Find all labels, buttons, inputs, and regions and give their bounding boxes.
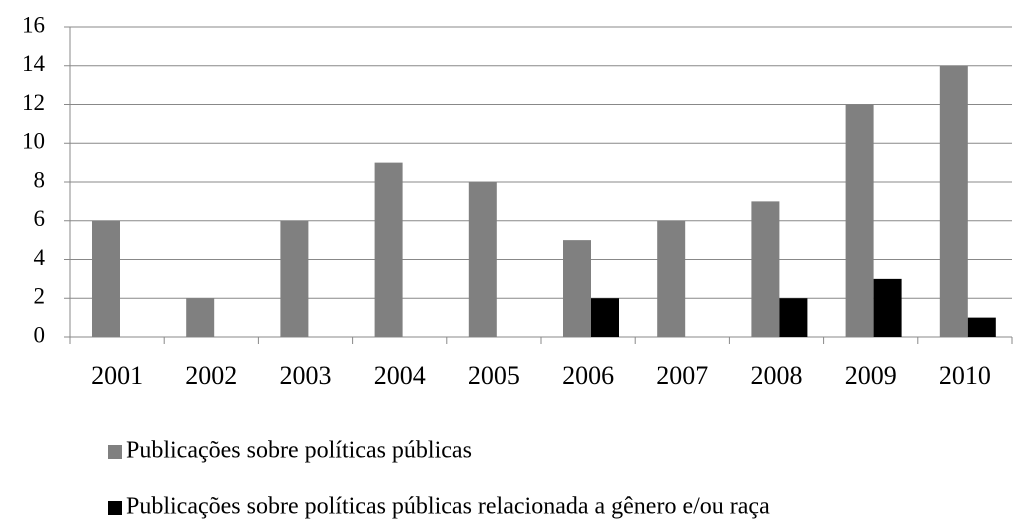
bar (591, 298, 619, 337)
legend-swatch (108, 501, 122, 515)
y-tick-label: 0 (34, 322, 46, 347)
bar (779, 298, 808, 337)
x-tick-label: 2005 (468, 361, 520, 390)
x-tick-label: 2007 (656, 361, 708, 390)
y-tick-label: 2 (34, 284, 46, 309)
bar (939, 65, 968, 337)
bar (186, 298, 215, 337)
bar (92, 220, 120, 337)
bar (657, 220, 686, 337)
legend-label: Publicações sobre políticas públicas rel… (126, 494, 770, 520)
y-tick-label: 16 (22, 12, 45, 37)
x-tick-label: 2004 (374, 361, 426, 390)
bar (845, 104, 874, 337)
x-tick-label: 2009 (845, 361, 897, 390)
y-tick-label: 8 (34, 167, 46, 192)
legend-label: Publicações sobre políticas públicas (126, 438, 472, 464)
x-tick-label: 2002 (185, 361, 237, 390)
y-tick-label: 6 (34, 206, 46, 231)
y-tick-label: 10 (22, 129, 45, 154)
x-tick-label: 2008 (751, 361, 803, 390)
y-tick-label: 14 (22, 51, 46, 76)
y-tick-label: 4 (34, 245, 46, 270)
bar (873, 278, 902, 337)
bar (563, 240, 591, 337)
legend-swatch (108, 445, 122, 459)
bar (374, 162, 403, 337)
x-tick-label: 2001 (91, 361, 143, 390)
y-tick-label: 12 (22, 90, 45, 115)
bar (468, 182, 497, 337)
x-tick-label: 2010 (939, 361, 991, 390)
bar (967, 317, 996, 337)
bar (751, 201, 780, 337)
x-tick-label: 2003 (280, 361, 332, 390)
bar (280, 220, 309, 337)
x-tick-label: 2006 (562, 361, 614, 390)
